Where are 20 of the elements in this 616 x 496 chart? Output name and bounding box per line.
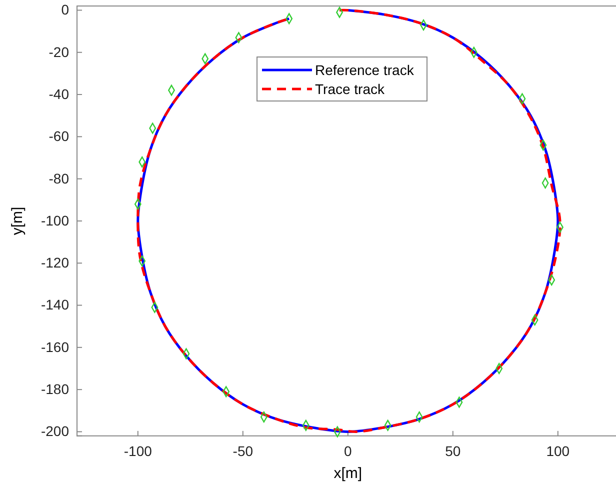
y-tick-label: -80 [48, 170, 70, 186]
y-tick-label: -200 [40, 423, 70, 440]
y-tick-label: -160 [40, 338, 70, 355]
y-tick-label: -180 [40, 381, 70, 398]
y-tick-label: -120 [40, 254, 70, 271]
x-tick-label: -100 [124, 442, 152, 459]
x-tick-label: 0 [344, 442, 352, 459]
y-tick-label: -20 [48, 44, 70, 60]
legend-label: Trace track [315, 81, 386, 97]
y-tick-label: -40 [48, 86, 70, 102]
y-tick-label: -60 [48, 128, 70, 144]
x-tick-label: 100 [546, 442, 570, 459]
legend-label: Reference track [315, 62, 415, 78]
y-axis-title: y[m] [9, 206, 26, 236]
y-tick-label: -100 [40, 212, 70, 228]
x-tick-label: 50 [445, 442, 461, 459]
y-tick-label: -140 [40, 296, 70, 313]
y-tick-label: 0 [61, 2, 70, 18]
x-tick-label: -50 [232, 442, 254, 459]
x-axis-title: x[m] [334, 465, 362, 482]
